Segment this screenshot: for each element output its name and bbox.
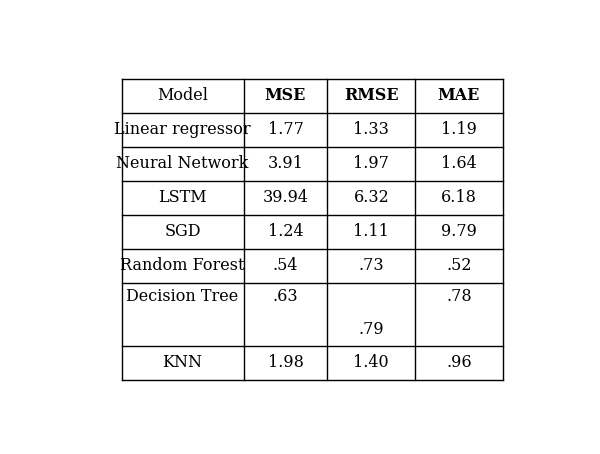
Text: 6.32: 6.32 bbox=[353, 189, 389, 207]
Text: 1.33: 1.33 bbox=[353, 121, 389, 138]
Text: 1.40: 1.40 bbox=[353, 354, 389, 371]
Text: .96: .96 bbox=[446, 354, 472, 371]
Text: 1.11: 1.11 bbox=[353, 223, 389, 240]
Text: .63: .63 bbox=[272, 288, 298, 305]
Text: Linear regressor: Linear regressor bbox=[114, 121, 251, 138]
Text: .79: .79 bbox=[358, 321, 384, 338]
Text: KNN: KNN bbox=[163, 354, 203, 371]
Text: 1.64: 1.64 bbox=[441, 155, 477, 173]
Text: Random Forest: Random Forest bbox=[120, 257, 245, 274]
Text: SGD: SGD bbox=[164, 223, 201, 240]
Text: 9.79: 9.79 bbox=[441, 223, 477, 240]
Text: .52: .52 bbox=[446, 257, 472, 274]
Text: MAE: MAE bbox=[438, 88, 480, 104]
Text: .73: .73 bbox=[358, 257, 384, 274]
Text: Neural Network: Neural Network bbox=[116, 155, 248, 173]
Text: RMSE: RMSE bbox=[344, 88, 398, 104]
Text: 1.77: 1.77 bbox=[268, 121, 304, 138]
Text: Decision Tree: Decision Tree bbox=[127, 288, 239, 305]
Text: .54: .54 bbox=[273, 257, 298, 274]
Text: 3.91: 3.91 bbox=[268, 155, 304, 173]
Text: 39.94: 39.94 bbox=[262, 189, 308, 207]
Text: Model: Model bbox=[157, 88, 208, 104]
Text: .78: .78 bbox=[446, 288, 472, 305]
Text: 1.19: 1.19 bbox=[441, 121, 477, 138]
Text: LSTM: LSTM bbox=[158, 189, 207, 207]
Text: MSE: MSE bbox=[265, 88, 306, 104]
Text: 6.18: 6.18 bbox=[441, 189, 477, 207]
Text: 1.97: 1.97 bbox=[353, 155, 389, 173]
Text: 1.98: 1.98 bbox=[268, 354, 304, 371]
Text: 1.24: 1.24 bbox=[268, 223, 303, 240]
